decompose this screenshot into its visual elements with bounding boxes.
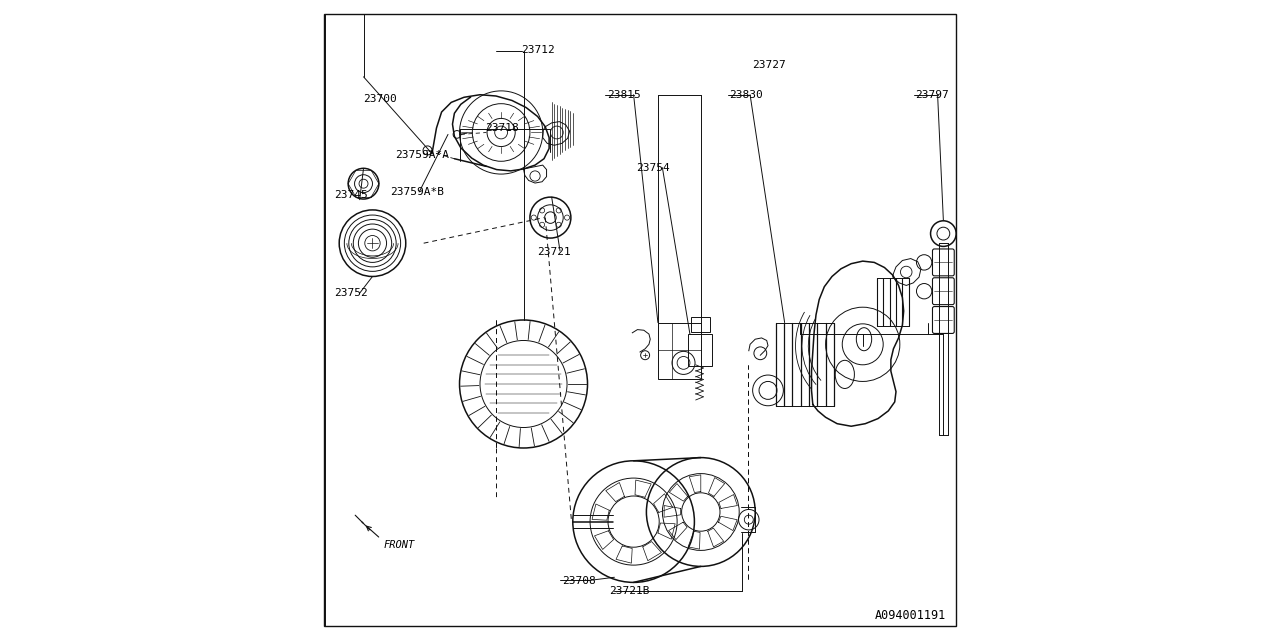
Bar	[658, 323, 701, 379]
Text: 23700: 23700	[364, 94, 397, 104]
Text: 23797: 23797	[915, 90, 948, 100]
Text: 23708: 23708	[562, 576, 595, 586]
Text: 23721B: 23721B	[609, 586, 650, 596]
Text: 23752: 23752	[334, 288, 367, 298]
Text: 23745: 23745	[334, 190, 367, 200]
Bar	[689, 334, 713, 366]
Text: A094001191: A094001191	[874, 609, 946, 622]
Text: 23721: 23721	[538, 246, 571, 257]
Text: FRONT: FRONT	[384, 540, 415, 550]
Text: 23712: 23712	[522, 45, 556, 55]
Bar	[691, 317, 709, 332]
Text: 23759A*A: 23759A*A	[396, 150, 449, 160]
Text: 23815: 23815	[607, 90, 640, 100]
Text: 23830: 23830	[730, 90, 763, 100]
Text: 23754: 23754	[636, 163, 669, 173]
Text: 23727: 23727	[753, 60, 786, 70]
Text: 23718: 23718	[485, 123, 518, 133]
Text: 23759A*B: 23759A*B	[390, 187, 444, 197]
